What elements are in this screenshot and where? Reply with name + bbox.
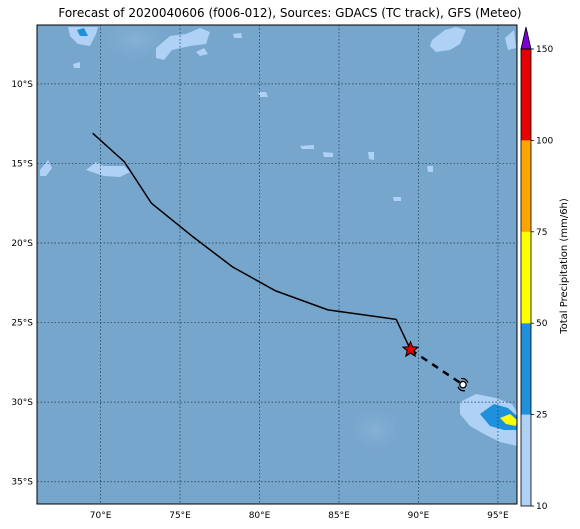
colorbar-tick-label: 10 xyxy=(536,502,548,512)
lon-tick-label: 90°E xyxy=(408,511,430,521)
precip-area-light xyxy=(258,92,268,97)
colorbar-extend-arrow xyxy=(520,26,532,50)
precip-area-light xyxy=(323,152,333,157)
colorbar-segment xyxy=(521,140,531,232)
tc-current-position-star xyxy=(401,340,420,358)
lat-tick-label: 25°S xyxy=(11,319,33,329)
colorbar-tick-label: 25 xyxy=(536,411,547,421)
ocean-background xyxy=(37,25,517,504)
precip-area-light xyxy=(505,30,516,50)
map-title: Forecast of 2020040606 (f006-012), Sourc… xyxy=(58,6,522,20)
precip-area-moderate xyxy=(77,28,88,36)
lat-tick-label: 20°S xyxy=(11,239,33,249)
colorbar-frame xyxy=(520,48,532,507)
precip-area-light xyxy=(427,166,433,172)
colorbar-segment xyxy=(521,231,531,324)
precip-area-light xyxy=(300,145,314,149)
precip-area-light xyxy=(86,162,130,177)
tc-forecast-position-symbol xyxy=(457,377,469,392)
texture-patch xyxy=(95,25,175,65)
colorbar-tick-label: 100 xyxy=(536,136,553,146)
precip-area-light xyxy=(233,33,242,38)
precip-area-light xyxy=(196,48,208,56)
lon-tick-label: 70°E xyxy=(90,511,112,521)
tc-track-forecast xyxy=(409,348,464,386)
precipitation-colorbar: 10 25 50 75 100 150 Total Precipitation (mm/6… xyxy=(520,26,570,512)
tc-track-past xyxy=(92,132,412,350)
colorbar-segment xyxy=(521,49,531,141)
tc-track xyxy=(92,132,469,392)
map-frame xyxy=(36,24,518,505)
lon-tick-label: 75°E xyxy=(169,511,191,521)
precip-area-light xyxy=(430,27,466,52)
lon-tick-label: 80°E xyxy=(249,511,271,521)
colorbar-tick-label: 150 xyxy=(536,45,553,55)
lat-tick-label: 35°S xyxy=(11,478,33,488)
colorbar-segment xyxy=(521,323,531,415)
lon-tick-label: 85°E xyxy=(328,511,350,521)
precip-area-light xyxy=(368,152,374,160)
lat-tick-label: 10°S xyxy=(11,80,33,90)
axis-tick-labels: 70°E 75°E 80°E 85°E 90°E 95°E 10°S 15°S 20°S 25°S… xyxy=(11,80,509,521)
colorbar-label: Total Precipitation (mm/6h) xyxy=(559,198,570,335)
precip-area-light xyxy=(40,160,52,176)
precip-area-light xyxy=(156,28,210,60)
colorbar-tick-label: 75 xyxy=(536,228,547,238)
colorbar-tick-label: 50 xyxy=(536,319,548,329)
precip-area-light xyxy=(68,27,98,46)
precip-area-light xyxy=(393,197,401,201)
texture-patch xyxy=(345,405,405,455)
precip-area-heavy xyxy=(500,414,517,426)
colorbar-segment xyxy=(521,414,531,506)
precipitation-areas xyxy=(40,27,517,446)
map-area xyxy=(37,25,517,504)
lat-tick-label: 30°S xyxy=(11,398,33,408)
precip-area-light xyxy=(73,62,80,68)
graticule xyxy=(37,25,517,504)
lon-tick-label: 95°E xyxy=(487,511,509,521)
lat-tick-label: 15°S xyxy=(11,159,33,169)
